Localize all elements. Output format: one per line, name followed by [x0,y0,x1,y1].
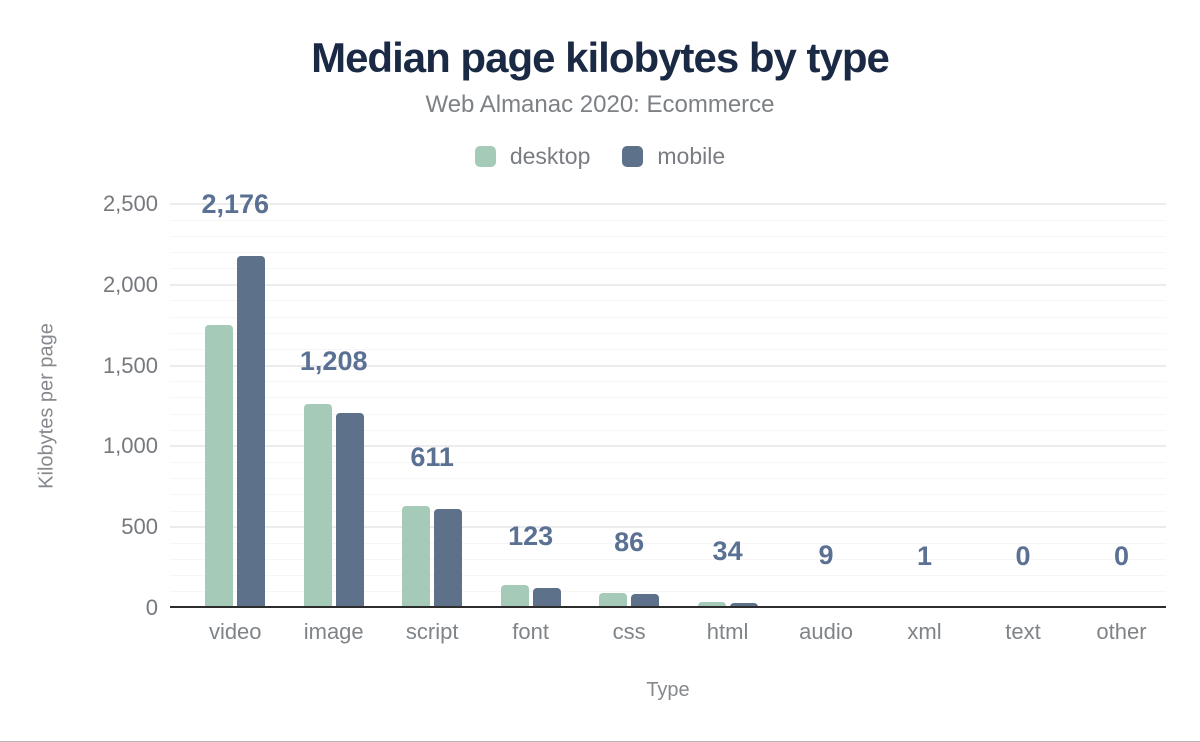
desktop-swatch-icon [474,145,496,167]
bar-mobile-video [237,256,266,608]
category-label-text: text [1005,619,1041,644]
value-label-xml: 1 [917,540,933,571]
category-label-font: font [512,619,549,644]
category-label-html: html [706,619,749,644]
bar-mobile-font [532,588,561,608]
value-label-html: 34 [712,535,743,566]
minor-gridline [170,219,1166,221]
y-tick-label: 500 [121,514,158,540]
major-gridline [170,283,1166,286]
bar-mobile-image [335,412,364,608]
minor-gridline [170,251,1166,253]
bar-mobile-html [729,602,758,608]
bar-desktop-script [402,506,431,608]
category-label-other: other [1096,619,1147,644]
value-label-image: 1,208 [299,345,368,376]
y-tick-label: 2,000 [102,271,158,297]
minor-gridline [170,381,1166,383]
value-label-other: 0 [1113,541,1129,571]
minor-gridline [170,413,1166,415]
bar-desktop-video [205,325,234,608]
value-label-css: 86 [614,527,645,558]
category-label-audio: audio [799,619,853,644]
value-label-text: 0 [1015,541,1031,571]
minor-gridline [170,462,1166,464]
y-tick-label: 1,000 [102,433,158,459]
category-label-video: video [208,619,262,644]
legend-label-mobile: mobile [657,142,726,169]
legend-item-mobile: mobile [622,143,725,170]
x-axis-line [170,606,1166,608]
x-axis-title: Type [646,679,690,701]
major-gridline [170,203,1166,205]
minor-gridline [170,316,1166,318]
minor-gridline [170,348,1166,350]
y-tick-label: 0 [145,595,158,620]
value-label-audio: 9 [818,539,834,570]
bar-mobile-script [434,509,463,608]
category-label-script: script [405,619,459,644]
minor-gridline [170,429,1166,431]
chart-subtitle: Web Almanac 2020: Ecommerce [425,91,775,118]
legend: desktop mobile [0,142,1200,170]
major-gridline [170,364,1166,367]
minor-gridline [170,478,1166,480]
minor-gridline [170,300,1166,302]
category-label-xml: xml [907,619,942,644]
minor-gridline [170,268,1166,270]
minor-gridline [170,494,1166,496]
major-gridline [170,526,1166,529]
y-tick-label: 2,500 [102,191,158,216]
chart-title: Median page kilobytes by type [311,34,890,81]
bar-desktop-html [697,602,726,608]
minor-gridline [170,559,1166,561]
minor-gridline [170,591,1166,593]
bar-desktop-css [599,593,628,608]
y-tick-label: 1,500 [102,352,158,378]
mobile-swatch-icon [622,145,644,167]
category-label-css: css [612,619,646,644]
minor-gridline [170,510,1166,512]
minor-gridline [170,397,1166,399]
minor-gridline [170,235,1166,237]
minor-gridline [170,332,1166,334]
major-gridline [170,445,1166,448]
value-label-font: 123 [508,521,554,552]
legend-item-desktop: desktop [474,142,591,170]
minor-gridline [170,575,1166,577]
value-label-video: 2,176 [201,189,270,220]
value-label-script: 611 [410,442,454,473]
minor-gridline [170,542,1166,544]
y-axis-title: Kilobytes per page [35,323,58,489]
bar-desktop-image [303,404,332,608]
category-label-image: image [303,619,364,644]
bar-mobile-css [631,594,660,608]
bar-desktop-font [500,585,529,608]
legend-label-desktop: desktop [509,142,591,169]
